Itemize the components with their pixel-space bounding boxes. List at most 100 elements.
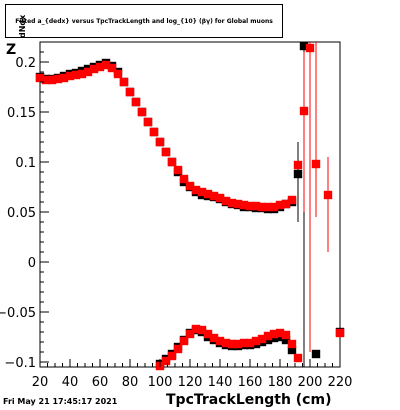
x-tick-label-4: 100 — [148, 375, 173, 390]
data-point-s2-40 — [275, 200, 285, 210]
data-point-s3-7 — [197, 325, 207, 335]
data-point-s2-35 — [245, 201, 255, 211]
data-point-s2-16 — [131, 97, 141, 107]
data-point-s3-20 — [275, 328, 285, 338]
data-point-s2-23 — [173, 165, 183, 175]
data-point-s2-12 — [107, 63, 117, 73]
data-point-s2-41 — [281, 199, 291, 209]
y-axis-label-subscript: dNdx — [18, 14, 27, 38]
data-point-s2-13 — [113, 69, 123, 79]
data-point-s2-4 — [59, 73, 69, 83]
chart-title-box: Fitted a_{dedx} versus TpcTrackLength an… — [5, 4, 283, 38]
data-point-s2-18 — [143, 117, 153, 127]
y-tick-label-0: −0.1 — [4, 356, 36, 371]
data-point-s2-45 — [305, 43, 315, 53]
data-point-s1-22 — [287, 345, 297, 355]
data-point-s2-5 — [65, 71, 75, 81]
data-point-s2-15 — [125, 87, 135, 97]
y-tick-label-2: 0 — [28, 256, 36, 271]
x-tick-label-10: 220 — [328, 375, 353, 390]
data-point-s2-26 — [191, 185, 201, 195]
data-point-s3-10 — [215, 336, 225, 346]
data-point-s3-6 — [191, 324, 201, 334]
data-point-s3-12 — [227, 339, 237, 349]
y-tick-label-4: 0.1 — [15, 156, 36, 171]
data-point-s1-21 — [281, 335, 291, 345]
chart-title: Fitted a_{dedx} versus TpcTrackLength an… — [15, 17, 273, 25]
data-point-s2-31 — [221, 196, 231, 206]
x-tick-label-2: 60 — [92, 375, 109, 390]
x-tick-label-6: 140 — [208, 375, 233, 390]
data-point-s2-42 — [287, 195, 297, 205]
data-point-s0-44 — [299, 41, 309, 51]
y-tick-label-1: −0.05 — [0, 306, 36, 321]
data-point-s2-48 — [335, 328, 345, 338]
data-point-s2-19 — [149, 127, 159, 137]
data-point-s2-7 — [77, 69, 87, 79]
x-tick-label-9: 200 — [298, 375, 323, 390]
y-tick-label-6: 0.2 — [15, 56, 36, 71]
data-point-s3-17 — [257, 334, 267, 344]
x-axis-label: TpcTrackLength (cm) — [166, 392, 332, 408]
data-point-s3-3 — [173, 344, 183, 354]
data-point-s2-39 — [269, 202, 279, 212]
data-point-s3-21 — [281, 330, 291, 340]
data-point-s3-8 — [203, 329, 213, 339]
data-point-s2-44 — [299, 106, 309, 116]
data-point-s3-15 — [245, 338, 255, 348]
data-point-s2-14 — [119, 77, 129, 87]
data-point-s2-8 — [83, 67, 93, 77]
data-point-s2-24 — [179, 174, 189, 184]
data-point-s3-5 — [185, 329, 195, 339]
data-point-s2-27 — [197, 187, 207, 197]
data-point-s3-16 — [251, 336, 261, 346]
data-point-s3-19 — [269, 329, 279, 339]
data-point-s2-1 — [41, 75, 51, 85]
data-point-s2-3 — [53, 74, 63, 84]
x-tick-label-7: 160 — [238, 375, 263, 390]
data-point-s3-23 — [293, 353, 303, 363]
data-point-s3-13 — [233, 339, 243, 349]
y-axis-label: Z — [6, 42, 17, 58]
x-tick-label-1: 40 — [62, 375, 79, 390]
data-point-s0-45 — [311, 349, 321, 359]
datestamp: Fri May 21 17:45:17 2021 — [3, 397, 118, 406]
data-point-s2-9 — [89, 64, 99, 74]
data-point-s3-4 — [179, 336, 189, 346]
data-point-s2-21 — [161, 147, 171, 157]
data-point-s2-30 — [215, 193, 225, 203]
data-point-s2-11 — [101, 60, 111, 70]
x-tick-label-8: 180 — [268, 375, 293, 390]
x-tick-label-3: 80 — [122, 375, 139, 390]
y-axis-ticks: −0.1 −0.05 0 0.05 0.1 0.15 0.2 — [0, 41, 49, 371]
data-point-s3-11 — [221, 338, 231, 348]
x-axis-ticks: 20 40 60 80 100 120 140 160 180 200 220 — [32, 359, 353, 390]
data-point-s2-34 — [239, 200, 249, 210]
x-tick-label-5: 120 — [178, 375, 203, 390]
data-point-s2-43 — [293, 160, 303, 170]
data-point-s2-36 — [251, 201, 261, 211]
data-point-s2-47 — [323, 190, 333, 200]
data-point-s2-38 — [263, 202, 273, 212]
data-point-s2-20 — [155, 137, 165, 147]
y-tick-label-5: 0.15 — [7, 106, 36, 121]
data-point-s2-0 — [35, 73, 45, 83]
data-point-s3-14 — [239, 338, 249, 348]
data-point-s0-43 — [293, 169, 303, 179]
data-point-s3-9 — [209, 333, 219, 343]
data-point-s2-2 — [47, 75, 57, 85]
data-point-s2-46 — [311, 159, 321, 169]
data-points — [35, 41, 345, 371]
data-point-s2-6 — [71, 70, 81, 80]
data-point-s3-1 — [161, 356, 171, 366]
data-point-s2-10 — [95, 62, 105, 72]
data-point-s3-2 — [167, 351, 177, 361]
y-tick-label-3: 0.05 — [7, 206, 36, 221]
data-point-s2-17 — [137, 107, 147, 117]
error-bars — [297, 42, 329, 367]
data-point-s2-37 — [257, 202, 267, 212]
data-point-s2-29 — [209, 191, 219, 201]
x-tick-label-0: 20 — [32, 375, 49, 390]
data-point-s2-32 — [227, 198, 237, 208]
